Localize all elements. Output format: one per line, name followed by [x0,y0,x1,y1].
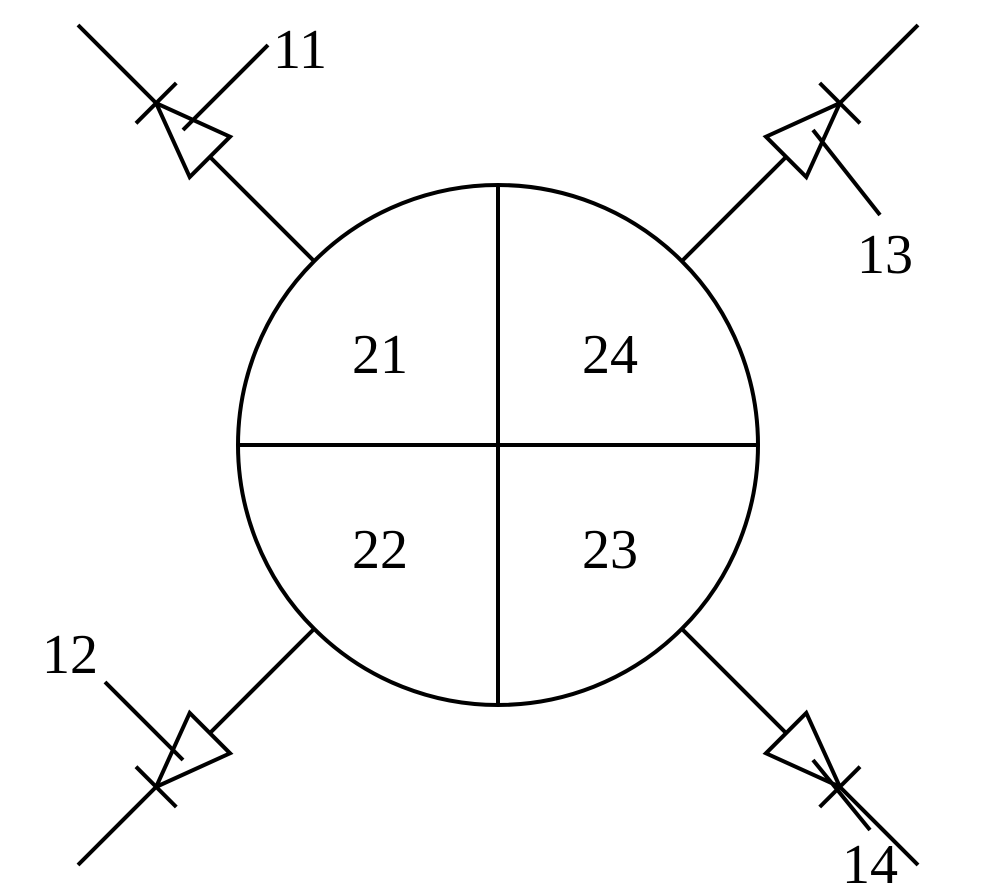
connector-label-11: 11 [273,19,327,81]
connector-label-14: 14 [842,834,898,895]
connector-label-13: 13 [857,224,913,286]
connector-label-12: 12 [42,624,98,686]
quadrant-label-24: 24 [582,324,638,386]
quadrant-label-23: 23 [582,519,638,581]
diagram-svg: 21 24 22 23 11 13 12 14 [0,0,996,895]
quadrant-label-21: 21 [352,324,408,386]
quadrant-label-22: 22 [352,519,408,581]
